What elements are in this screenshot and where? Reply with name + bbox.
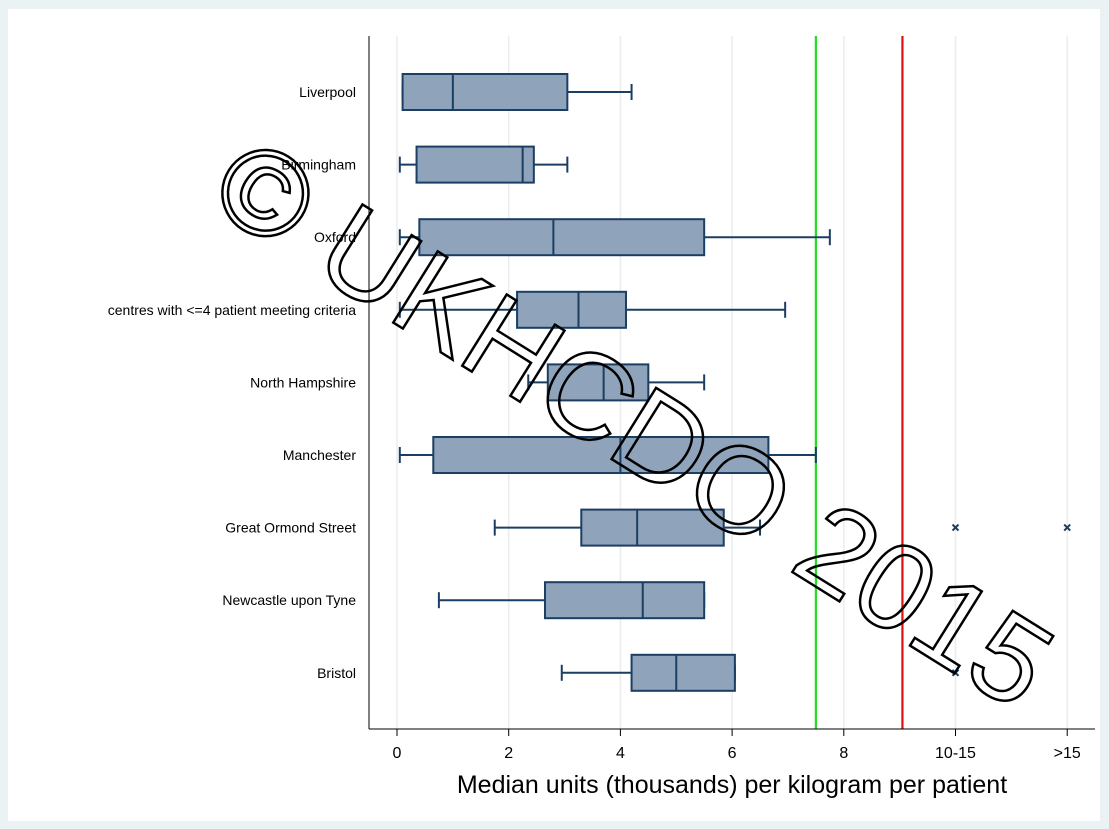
category-label: centres with <=4 patient meeting criteri… — [108, 302, 356, 318]
box-plot-row — [398, 290, 787, 329]
category-labels: Liverpool Birmingham Oxford centres with <=… — [108, 84, 357, 681]
box-plot-row — [527, 363, 706, 402]
box-plot-row — [437, 581, 706, 620]
box-plot-row — [398, 145, 569, 184]
box-plot-row — [398, 218, 831, 257]
category-label: Birmingham — [281, 157, 356, 173]
category-label: Oxford — [314, 229, 356, 245]
iqr-box — [415, 145, 535, 184]
category-label: Great Ormond Street — [225, 520, 356, 536]
x-tick-label: 6 — [728, 745, 737, 762]
outlier-point — [951, 523, 960, 532]
iqr-box — [546, 363, 650, 402]
category-label: Newcastle upon Tyne — [222, 592, 356, 608]
x-tick-label: 8 — [839, 745, 848, 762]
box-plot-row — [560, 653, 960, 692]
iqr-box — [544, 581, 706, 620]
category-label: North Hampshire — [250, 374, 356, 390]
iqr-box — [516, 290, 627, 329]
box-plot-row — [398, 436, 817, 474]
x-tick-label: 0 — [393, 745, 402, 762]
iqr-box — [401, 73, 569, 111]
outlier-point — [951, 669, 960, 677]
x-tick-label: >15 — [1054, 745, 1081, 762]
reference-lines — [814, 36, 904, 729]
x-tick-label: 2 — [504, 745, 513, 762]
box-plots — [398, 73, 1071, 692]
iqr-box — [418, 218, 706, 257]
outlier-point — [1063, 523, 1071, 532]
iqr-box — [580, 508, 725, 547]
box-plot-row — [493, 508, 1071, 547]
iqr-box — [630, 653, 736, 692]
plot-background — [8, 9, 1100, 821]
x-axis-ticks: 0 2 4 6 8 10-15 >15 — [393, 729, 1081, 762]
x-axis-label: Median units (thousands) per kilogram pe… — [457, 771, 1007, 799]
category-label: Liverpool — [299, 84, 356, 100]
category-label: Manchester — [283, 447, 356, 463]
iqr-box — [432, 436, 770, 474]
category-label: Bristol — [317, 665, 356, 681]
x-tick-label: 4 — [616, 745, 625, 762]
box-plot-row — [401, 73, 633, 111]
x-tick-label: 10-15 — [935, 745, 976, 762]
